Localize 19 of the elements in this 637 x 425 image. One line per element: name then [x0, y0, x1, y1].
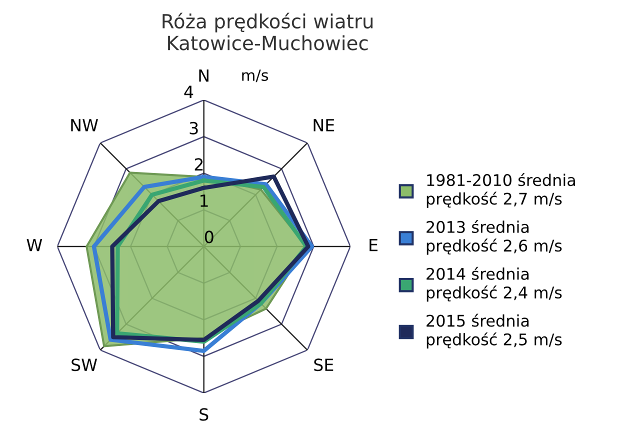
legend-label: 2013 średnia prędkość 2,6 m/s — [426, 220, 562, 255]
chart-title: Róża prędkości wiatru Katowice-Muchowiec — [162, 12, 373, 50]
y-tick-label: 0 — [204, 230, 214, 244]
y-tick-label: 2 — [194, 158, 203, 170]
spoke-label: N — [199, 70, 208, 82]
y-tick-label: 3 — [190, 122, 198, 134]
legend-label: 1981-2010 średnia prędkość 2,7 m/s — [426, 173, 575, 208]
text: m/s — [242, 70, 268, 82]
spoke-label: SW — [72, 358, 98, 372]
spoke-label: E — [370, 238, 378, 252]
legend-label: 2015 średnia prędkość 2,5 m/s — [426, 314, 562, 349]
spoke-label: W — [26, 238, 42, 252]
spoke-label: S — [200, 408, 208, 421]
spoke-label: SE — [314, 358, 334, 372]
y-tick-label: 1 — [200, 194, 208, 207]
spoke-label: NW — [71, 119, 98, 132]
legend-label: 2014 średnia prędkość 2,4 m/s — [426, 266, 562, 302]
spoke-label: NE — [314, 119, 334, 132]
y-tick-label: 4 — [184, 86, 194, 98]
